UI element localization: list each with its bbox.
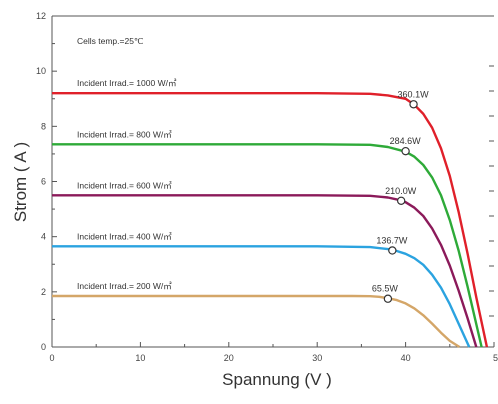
x-tick-label: 5 [493,353,498,363]
mpp-point [396,196,406,206]
mpp-point [383,294,393,303]
mpp-label: 65.5W [372,284,399,294]
series-line [52,92,489,348]
series-line [52,294,461,349]
x-tick-label: 10 [135,353,145,363]
y-tick-label: 4 [41,232,46,242]
series-line [52,194,478,348]
x-tick-label: 20 [224,353,234,363]
series-label: Incident Irrad.= 800 W/㎡ [77,129,172,139]
mpp-label: 284.6W [390,136,422,146]
series-layer [52,92,489,349]
chart-axes: 0 2 4 6 8 10 12 0 10 20 30 40 5 [36,11,498,363]
series-label: Incident Irrad.= 1000 W/㎡ [77,78,177,88]
y-tick-label: 8 [41,121,46,131]
x-tick-label: 0 [49,353,54,363]
series-line [52,143,483,348]
series-label: Incident Irrad.= 600 W/㎡ [77,180,172,190]
mpp-label: 210.0W [385,186,417,196]
x-tick-label: 40 [401,353,411,363]
labels-layer: Incident Irrad.= 1000 W/㎡ 360.1W Incident … [77,78,430,303]
temperature-annotation: Cells temp.=25℃ [77,36,144,46]
y-tick-label: 0 [41,342,46,352]
mpp-point [388,246,397,255]
y-tick-label: 12 [36,11,46,21]
series-line [52,245,471,348]
y-tick-label: 6 [41,177,46,187]
series-label: Incident Irrad.= 400 W/㎡ [77,231,172,241]
x-axis-title: Spannung (V ) [222,370,332,389]
y-tick-label: 2 [41,287,46,297]
mpp-label: 136.7W [376,235,408,245]
x-tick-label: 30 [312,353,322,363]
mpp-point [401,146,410,156]
y-axis-title: Strom ( A ) [11,142,30,222]
series-label: Incident Irrad.= 200 W/㎡ [77,281,172,291]
mpp-label: 360.1W [398,89,430,99]
mpp-point [409,100,418,109]
y-tick-label: 10 [36,66,46,76]
